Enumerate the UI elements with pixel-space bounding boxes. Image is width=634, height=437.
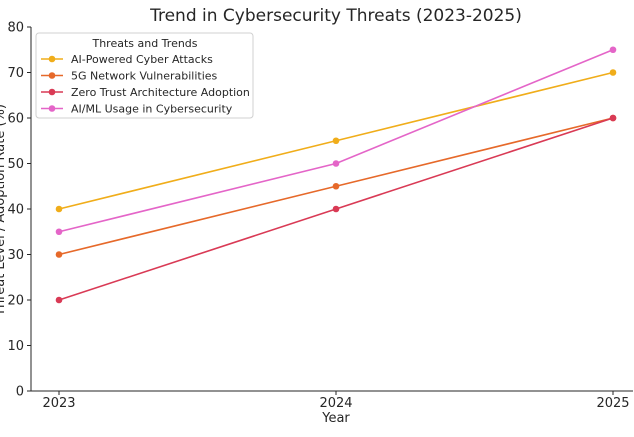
- y-tick-label: 20: [7, 294, 24, 309]
- data-point: [332, 137, 340, 145]
- legend-marker: [48, 105, 56, 112]
- series-4: [55, 46, 617, 236]
- series-3: [55, 114, 617, 304]
- legend-marker: [48, 88, 56, 96]
- series-1: [55, 69, 617, 213]
- data-point: [55, 296, 63, 304]
- legend-title: Threats and Trends: [91, 37, 197, 50]
- y-axis-label: Threat Level / Adoption Rate (%): [0, 104, 8, 317]
- legend-label: AI-Powered Cyber Attacks: [71, 53, 213, 66]
- legend-item: Zero Trust Architecture Adoption: [41, 86, 250, 99]
- x-tick-label: 2024: [319, 396, 352, 411]
- legend-marker: [48, 72, 56, 79]
- axes: 0 10 20 30 40 50 60 70 80 2023 2024 2025: [7, 21, 633, 411]
- legend-box: [35, 32, 254, 119]
- data-point: [55, 251, 63, 258]
- series-layer: [55, 46, 617, 304]
- y-tick-label: 30: [7, 248, 24, 263]
- legend-label: 5G Network Vulnerabilities: [71, 70, 218, 83]
- y-tick-label: 80: [7, 21, 24, 36]
- data-point: [609, 69, 617, 76]
- y-tick-label: 10: [7, 339, 24, 354]
- chart-title: Trend in Cybersecurity Threats (2023-202…: [149, 6, 522, 26]
- legend-marker: [48, 55, 56, 63]
- data-point: [332, 182, 340, 190]
- x-axis-label: Year: [321, 411, 350, 426]
- x-tick-label: 2025: [596, 396, 629, 411]
- data-point: [609, 114, 617, 122]
- y-tick-label: 40: [7, 203, 24, 218]
- legend-label: Zero Trust Architecture Adoption: [71, 86, 250, 99]
- data-point: [332, 160, 340, 167]
- y-tick-label: 50: [7, 157, 24, 172]
- data-point: [55, 228, 63, 236]
- data-point: [55, 205, 63, 213]
- series-2: [55, 114, 617, 258]
- legend: Threats and Trends AI-Powered Cyber Atta…: [35, 32, 254, 119]
- y-tick-label: 60: [7, 112, 24, 127]
- x-tick-label: 2023: [42, 396, 75, 411]
- data-point: [332, 205, 340, 213]
- data-point: [609, 46, 617, 54]
- legend-item: AI/ML Usage in Cybersecurity: [41, 103, 233, 116]
- legend-items: AI-Powered Cyber Attacks 5G Network Vulne…: [41, 53, 250, 116]
- legend-item: AI-Powered Cyber Attacks: [41, 53, 213, 66]
- y-tick-label: 70: [7, 66, 24, 81]
- y-tick-label: 0: [16, 385, 24, 400]
- legend-item: 5G Network Vulnerabilities: [41, 70, 218, 83]
- legend-label: AI/ML Usage in Cybersecurity: [71, 103, 233, 116]
